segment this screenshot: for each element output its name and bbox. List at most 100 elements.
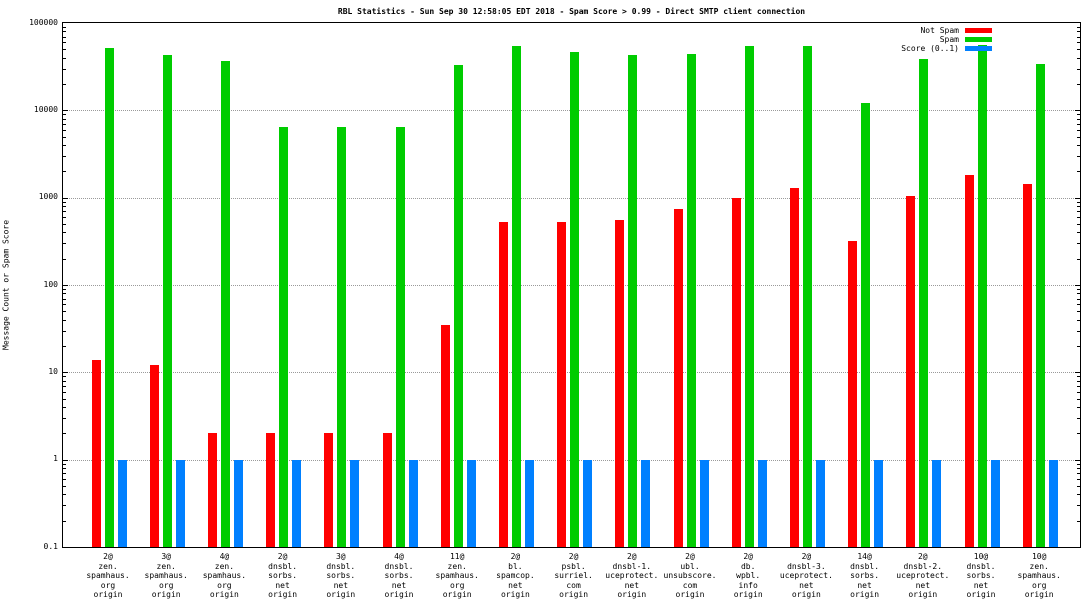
bar-score-0-1- (292, 459, 302, 547)
axis-tick (1077, 84, 1080, 86)
bar-not-spam (440, 324, 450, 547)
axis-tick (1077, 293, 1080, 295)
x-category-label: 10@ dnsbl. sorbs. net origin (966, 552, 996, 600)
axis-tick (1077, 473, 1080, 475)
bar-not-spam (1022, 183, 1032, 547)
axis-tick (1077, 68, 1080, 70)
bar-not-spam (91, 359, 101, 547)
axis-tick (63, 372, 68, 374)
axis-tick (1077, 49, 1080, 51)
axis-tick (63, 494, 66, 496)
bar-not-spam (848, 240, 858, 547)
x-category-label: 2@ psbl. surriel. com origin (554, 552, 593, 600)
bar-not-spam (964, 175, 974, 547)
axis-tick (63, 217, 66, 219)
x-category-label: 2@ zen. spamhaus. org origin (86, 552, 130, 600)
axis-tick (1077, 129, 1080, 131)
bar-spam (104, 47, 114, 547)
bar-spam (861, 103, 871, 547)
bar-spam (570, 51, 580, 547)
axis-tick (63, 433, 66, 435)
axis-tick (63, 123, 66, 125)
bar-spam (628, 55, 638, 547)
axis-tick (63, 211, 66, 213)
axis-tick (1077, 232, 1080, 234)
bar-score-0-1- (815, 459, 825, 547)
axis-tick (63, 84, 66, 86)
axis-tick (63, 57, 66, 59)
axis-tick (63, 398, 66, 400)
axis-tick (63, 243, 66, 245)
axis-tick (63, 26, 66, 28)
axis-tick (1077, 36, 1080, 38)
axis-tick (1077, 330, 1080, 332)
axis-tick (1077, 391, 1080, 393)
axis-tick (1077, 223, 1080, 225)
plot-area: Not Spam Spam Score (0..1) (62, 22, 1081, 548)
legend-entry: Spam (901, 35, 992, 44)
bar-score-0-1- (175, 459, 185, 547)
axis-tick (1077, 380, 1080, 382)
axis-tick (63, 304, 66, 306)
bar-not-spam (906, 195, 916, 547)
bar-score-0-1- (233, 459, 243, 547)
bar-score-0-1- (641, 459, 651, 547)
bar-spam (919, 58, 929, 547)
axis-tick (63, 36, 66, 38)
axis-tick (1075, 197, 1080, 199)
axis-tick (63, 155, 66, 157)
bar-not-spam (498, 222, 508, 547)
bar-spam (977, 45, 987, 547)
axis-tick (63, 49, 66, 51)
axis-tick (1077, 494, 1080, 496)
axis-tick (63, 311, 66, 313)
axis-tick (63, 171, 66, 173)
axis-tick (63, 285, 68, 286)
bar-spam (279, 126, 289, 547)
bar-spam (802, 45, 812, 547)
bar-spam (162, 55, 172, 547)
axis-tick (63, 468, 66, 470)
axis-tick (1077, 114, 1080, 116)
bar-not-spam (266, 433, 276, 547)
axis-tick (1077, 468, 1080, 470)
bar-score-0-1- (874, 459, 884, 547)
axis-tick (1077, 346, 1080, 348)
axis-tick (1077, 26, 1080, 28)
axis-tick (1077, 433, 1080, 435)
axis-tick (1077, 385, 1080, 387)
x-category-label: 3@ zen. spamhaus. org origin (144, 552, 188, 600)
x-category-label: 14@ dnsbl. sorbs. net origin (850, 552, 880, 600)
axis-tick (63, 42, 66, 44)
axis-tick (1077, 463, 1080, 465)
bar-score-0-1- (583, 459, 593, 547)
axis-tick (63, 417, 66, 419)
axis-tick (1075, 110, 1080, 112)
axis-tick (63, 473, 66, 475)
x-category-label: 4@ zen. spamhaus. org origin (202, 552, 247, 600)
axis-tick (1077, 407, 1080, 409)
axis-tick (1077, 118, 1080, 120)
bar-not-spam (673, 208, 683, 547)
chart-title: RBL Statistics - Sun Sep 30 12:58:05 EDT… (337, 7, 806, 16)
axis-tick (63, 485, 66, 487)
axis-tick (1077, 417, 1080, 419)
legend: Not Spam Spam Score (0..1) (901, 26, 992, 53)
axis-tick (63, 136, 66, 138)
axis-tick (1075, 285, 1080, 286)
axis-tick (63, 298, 66, 300)
legend-color-swatch (965, 37, 992, 42)
axis-tick (63, 380, 66, 382)
bar-spam (1035, 63, 1045, 547)
axis-tick (1077, 171, 1080, 173)
axis-tick (1077, 258, 1080, 260)
bar-score-0-1- (1048, 459, 1058, 547)
x-category-label: 10@ zen. spamhaus. org origin (1017, 552, 1061, 600)
axis-tick (1077, 211, 1080, 213)
bar-score-0-1- (990, 459, 1000, 547)
axis-tick (63, 505, 66, 507)
axis-tick (1077, 304, 1080, 306)
axis-tick (63, 258, 66, 260)
axis-tick (1077, 57, 1080, 59)
axis-tick (63, 459, 68, 461)
